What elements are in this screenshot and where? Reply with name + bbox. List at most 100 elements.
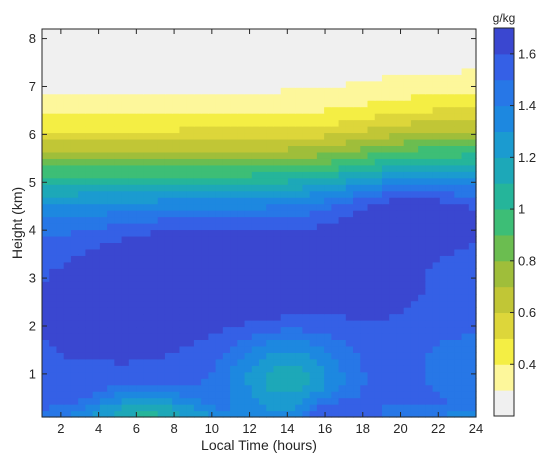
contour-cell <box>389 197 398 205</box>
contour-cell <box>302 307 311 315</box>
contour-cell <box>215 378 224 386</box>
contour-cell <box>266 93 275 101</box>
contour-cell <box>447 113 455 121</box>
contour-cell <box>425 326 434 334</box>
contour-cell <box>237 332 246 340</box>
contour-cell <box>208 203 217 211</box>
contour-cell <box>367 255 376 263</box>
contour-cell <box>396 158 405 166</box>
contour-cell <box>56 113 65 121</box>
contour-cell <box>396 281 405 289</box>
contour-cell <box>396 190 405 198</box>
contour-cell <box>215 404 224 412</box>
contour-cell <box>266 268 275 276</box>
contour-cell <box>331 106 340 114</box>
contour-cell <box>468 332 477 340</box>
contour-cell <box>389 106 398 114</box>
contour-cell <box>230 345 238 353</box>
contour-cell <box>128 248 137 256</box>
contour-cell <box>244 274 253 282</box>
contour-cell <box>121 255 130 263</box>
contour-cell <box>150 294 159 302</box>
contour-cell <box>338 87 347 95</box>
contour-cell <box>396 352 405 360</box>
contour-cell <box>244 171 253 179</box>
contour-cell <box>136 67 144 75</box>
contour-cell <box>389 378 398 386</box>
contour-cell <box>121 281 130 289</box>
contour-cell <box>295 151 303 159</box>
contour-cell <box>114 365 123 373</box>
contour-cell <box>136 397 144 405</box>
contour-cell <box>360 397 369 405</box>
contour-cell <box>287 371 296 379</box>
contour-cell <box>222 235 231 243</box>
contour-cell <box>403 67 412 75</box>
contour-cell <box>418 74 426 82</box>
contour-cell <box>418 158 426 166</box>
contour-cell <box>331 67 340 75</box>
contour-cell <box>295 307 303 315</box>
contour-cell <box>447 274 455 282</box>
contour-cell <box>425 190 434 198</box>
contour-cell <box>280 229 289 237</box>
contour-cell <box>367 307 376 315</box>
contour-cell <box>287 223 296 231</box>
contour-cell <box>70 41 79 49</box>
contour-cell <box>136 371 144 379</box>
contour-cell <box>49 119 58 127</box>
contour-cell <box>273 158 282 166</box>
contour-cell <box>230 35 238 43</box>
contour-cell <box>136 35 144 43</box>
contour-cell <box>454 151 463 159</box>
contour-cell <box>367 268 376 276</box>
contour-cell <box>331 29 340 37</box>
contour-cell <box>230 229 238 237</box>
contour-cell <box>193 100 202 108</box>
contour-cell <box>403 358 412 366</box>
contour-cell <box>432 229 441 237</box>
contour-cell <box>273 126 282 134</box>
contour-cell <box>447 145 455 153</box>
contour-cell <box>114 80 123 88</box>
contour-cell <box>251 281 260 289</box>
contour-cell <box>222 223 231 231</box>
contour-cell <box>128 35 137 43</box>
contour-cell <box>287 235 296 243</box>
contour-cell <box>244 307 253 315</box>
contour-cell <box>447 190 455 198</box>
contour-cell <box>454 164 463 172</box>
contour-cell <box>114 197 123 205</box>
contour-cell <box>287 93 296 101</box>
contour-cell <box>287 61 296 69</box>
contour-cell <box>222 320 231 328</box>
contour-cell <box>121 197 130 205</box>
contour-cell <box>251 339 260 347</box>
contour-cell <box>316 410 325 418</box>
contour-cell <box>56 184 65 192</box>
contour-cell <box>439 404 448 412</box>
contour-cell <box>360 158 369 166</box>
contour-cell <box>78 35 86 43</box>
contour-cell <box>403 106 412 114</box>
contour-cell <box>186 268 195 276</box>
contour-cell <box>273 151 282 159</box>
contour-cell <box>259 67 267 75</box>
contour-cell <box>280 164 289 172</box>
contour-cell <box>230 184 238 192</box>
colorbar-step <box>494 105 514 132</box>
contour-cell <box>157 307 166 315</box>
contour-cell <box>92 29 101 37</box>
contour-cell <box>63 54 72 62</box>
contour-cell <box>316 171 325 179</box>
contour-cell <box>56 41 65 49</box>
contour-cell <box>208 87 217 95</box>
contour-cell <box>439 67 448 75</box>
contour-cell <box>273 145 282 153</box>
contour-cell <box>381 113 390 121</box>
contour-cell <box>201 261 209 269</box>
contour-cell <box>201 410 209 418</box>
contour-cell <box>121 29 130 37</box>
contour-cell <box>389 61 398 69</box>
contour-cell <box>425 145 434 153</box>
